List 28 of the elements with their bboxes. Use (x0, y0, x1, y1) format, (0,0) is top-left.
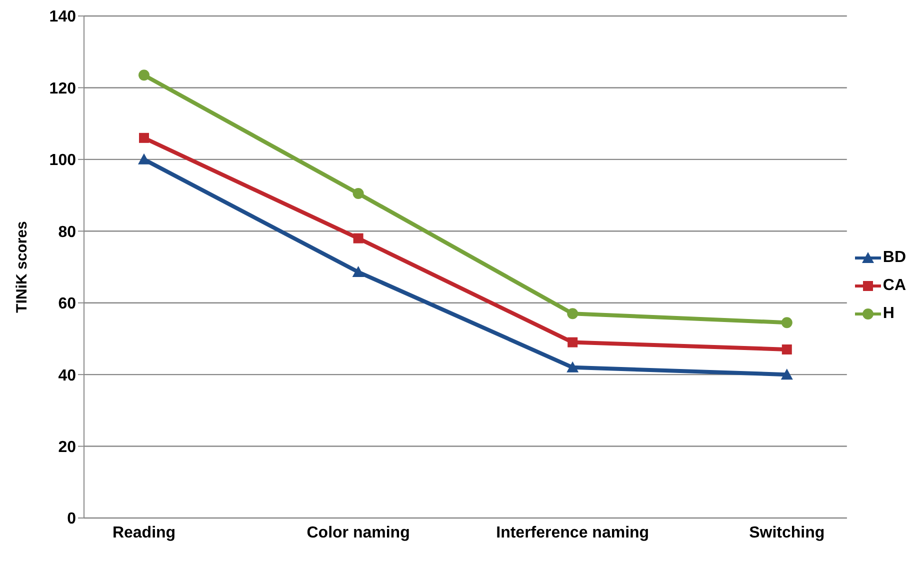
y-tick-label: 140 (49, 8, 76, 26)
x-tick-label: Switching (749, 524, 825, 542)
x-tick-label: Interference naming (496, 524, 650, 542)
point (568, 337, 578, 348)
legend-label: CA (882, 277, 906, 295)
y-tick-label: 60 (58, 296, 76, 313)
y-tick-label: 100 (49, 152, 76, 170)
point (781, 317, 792, 328)
point (138, 70, 150, 81)
point (352, 188, 364, 199)
y-tick-label: 20 (58, 438, 76, 456)
y-tick-label: 120 (49, 80, 76, 98)
point (782, 344, 792, 354)
point (780, 368, 793, 380)
y-tick-label: 40 (58, 367, 76, 384)
point (138, 153, 150, 164)
y-tick-label: 80 (58, 224, 76, 241)
legend-label: H (882, 305, 894, 323)
legend-label: BD (882, 249, 906, 267)
point (567, 308, 578, 320)
point (139, 132, 149, 143)
x-tick-label: Reading (112, 524, 176, 542)
y-tick-label: 0 (67, 510, 76, 528)
x-tick-label: Color naming (306, 524, 410, 542)
y-axis-title: TINiK scores (13, 221, 30, 313)
point (566, 361, 579, 372)
point (352, 266, 364, 278)
point (353, 233, 364, 244)
